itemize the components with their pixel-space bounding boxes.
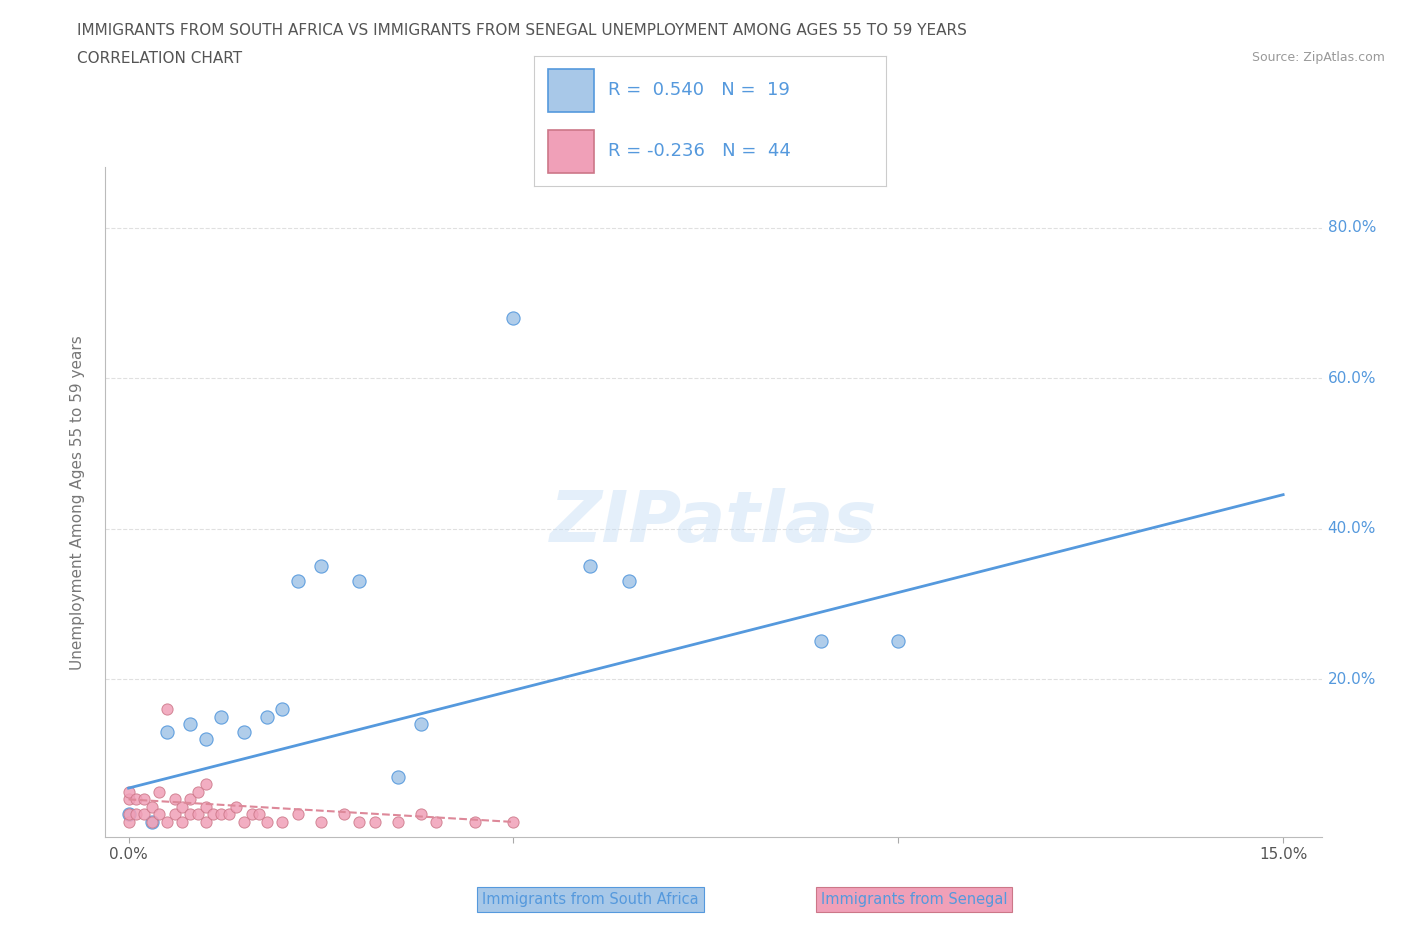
Point (117, 792, 139, 807)
Point (364, 815, 387, 830)
Point (172, 800, 194, 815)
Point (502, 815, 524, 830)
Point (387, 769, 409, 784)
Point (271, 815, 294, 830)
Point (333, 807, 356, 822)
Point (117, 784, 139, 799)
Point (141, 815, 163, 830)
Text: IMMIGRANTS FROM SOUTH AFRICA VS IMMIGRANTS FROM SENEGAL UNEMPLOYMENT AMONG AGES : IMMIGRANTS FROM SOUTH AFRICA VS IMMIGRAN… (77, 23, 967, 38)
Text: R = -0.236   N =  44: R = -0.236 N = 44 (609, 142, 792, 161)
FancyBboxPatch shape (548, 69, 593, 112)
Point (349, 815, 371, 830)
Point (148, 807, 170, 822)
Text: 60.0%: 60.0% (1327, 370, 1376, 386)
Point (225, 800, 247, 815)
Point (247, 807, 270, 822)
Point (163, 792, 186, 807)
Point (194, 815, 217, 830)
Point (202, 807, 225, 822)
Point (132, 807, 155, 822)
Point (179, 717, 201, 732)
Point (579, 559, 602, 574)
Point (187, 784, 209, 799)
Point (256, 815, 278, 830)
Point (132, 792, 155, 807)
Point (148, 784, 170, 799)
Point (194, 732, 217, 747)
Point (156, 724, 179, 739)
FancyBboxPatch shape (548, 130, 593, 173)
Point (409, 717, 432, 732)
Point (125, 807, 148, 822)
Point (194, 800, 217, 815)
Point (256, 710, 278, 724)
Point (125, 792, 148, 807)
Point (141, 800, 163, 815)
Point (141, 815, 163, 830)
Point (172, 815, 194, 830)
Point (209, 807, 232, 822)
Point (309, 815, 332, 830)
Point (887, 634, 910, 649)
Text: 80.0%: 80.0% (1327, 220, 1376, 235)
Y-axis label: Unemployment Among Ages 55 to 59 years: Unemployment Among Ages 55 to 59 years (70, 335, 84, 670)
Point (810, 634, 832, 649)
Point (179, 807, 201, 822)
Point (387, 815, 409, 830)
Point (425, 815, 447, 830)
Point (287, 574, 309, 589)
Point (240, 807, 263, 822)
Point (233, 815, 256, 830)
Point (117, 807, 139, 822)
Text: ZIPatlas: ZIPatlas (550, 488, 877, 557)
Point (409, 807, 432, 822)
Point (218, 807, 240, 822)
Text: R =  0.540   N =  19: R = 0.540 N = 19 (609, 81, 790, 100)
Text: Source: ZipAtlas.com: Source: ZipAtlas.com (1251, 51, 1385, 64)
Text: 20.0%: 20.0% (1327, 671, 1376, 686)
Point (287, 807, 309, 822)
Point (187, 807, 209, 822)
Point (271, 701, 294, 716)
Point (617, 574, 640, 589)
Point (349, 574, 371, 589)
Point (117, 807, 139, 822)
Point (233, 724, 256, 739)
Point (156, 701, 179, 716)
Text: Immigrants from South Africa: Immigrants from South Africa (482, 892, 699, 907)
Point (179, 792, 201, 807)
Text: 40.0%: 40.0% (1327, 521, 1376, 536)
Point (464, 815, 486, 830)
Point (309, 559, 332, 574)
Point (194, 777, 217, 791)
Point (209, 710, 232, 724)
Point (156, 815, 179, 830)
Point (163, 807, 186, 822)
Text: Immigrants from Senegal: Immigrants from Senegal (821, 892, 1007, 907)
Point (117, 815, 139, 830)
Point (502, 311, 524, 325)
Text: CORRELATION CHART: CORRELATION CHART (77, 51, 242, 66)
